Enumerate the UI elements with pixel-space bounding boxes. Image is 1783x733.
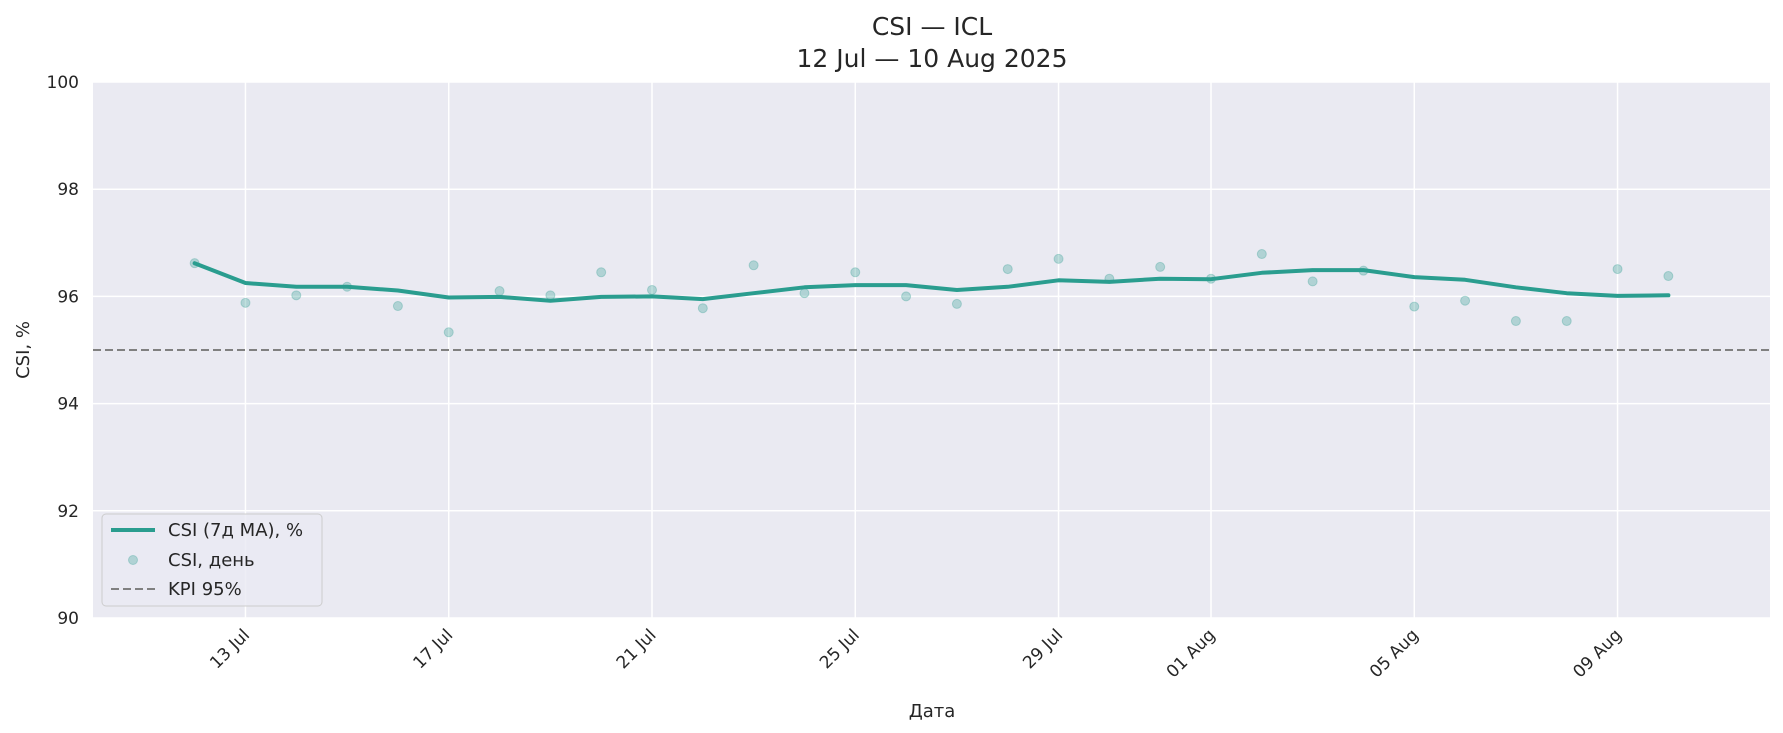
daily-point <box>1002 264 1013 275</box>
daily-point <box>291 290 302 301</box>
daily-point <box>1510 316 1521 327</box>
daily-point <box>1053 253 1064 264</box>
x-ticks: 13 Jul 17 Jul 21 Jul 25 Jul 29 Jul 01 Aug 05 A… <box>206 625 1626 682</box>
daily-point <box>748 260 759 271</box>
y-tick-label: 96 <box>57 287 79 307</box>
x-tick-label: 17 Jul <box>409 625 457 673</box>
daily-point <box>1460 295 1471 306</box>
x-tick-label: 01 Aug <box>1163 625 1220 682</box>
ma-line <box>192 261 1671 303</box>
daily-point <box>697 303 708 314</box>
daily-point <box>240 297 251 308</box>
daily-point <box>799 288 810 299</box>
daily-point <box>647 284 657 295</box>
x-tick-label: 09 Aug <box>1569 625 1626 682</box>
daily-point <box>443 327 454 338</box>
y-ticks: 90 92 94 96 98 100 <box>47 73 79 629</box>
y-tick-label: 100 <box>47 73 79 93</box>
legend: CSI (7д MA), % CSI, день KPI 95% <box>101 513 323 607</box>
daily-point <box>596 267 607 278</box>
y-tick-label: 98 <box>57 180 79 200</box>
chart-title: CSI — ICL <box>872 12 992 41</box>
x-axis-label: Дата <box>909 701 956 722</box>
y-tick-label: 92 <box>57 502 79 522</box>
legend-label-ma: CSI (7д MA), % <box>168 520 303 541</box>
daily-point <box>1561 316 1572 327</box>
legend-dot-swatch <box>128 555 138 565</box>
daily-point <box>392 301 403 312</box>
x-tick-label: 13 Jul <box>206 625 254 673</box>
y-tick-label: 90 <box>57 609 79 629</box>
y-tick-label: 94 <box>57 395 79 415</box>
plot-area <box>93 82 1770 618</box>
daily-point <box>1307 276 1318 287</box>
daily-point <box>1612 264 1623 275</box>
daily-point <box>1256 249 1267 260</box>
daily-point <box>1155 261 1166 272</box>
x-tick-label: 25 Jul <box>816 625 864 673</box>
x-tick-label: 29 Jul <box>1019 625 1067 673</box>
daily-point <box>951 298 962 309</box>
daily-point <box>901 291 912 302</box>
daily-point <box>1663 271 1674 282</box>
chart-subtitle: 12 Jul — 10 Aug 2025 <box>797 44 1068 73</box>
y-axis-label: CSI, % <box>13 321 34 379</box>
line-series <box>192 261 1671 303</box>
x-tick-label: 21 Jul <box>613 625 661 673</box>
daily-point <box>850 267 861 278</box>
legend-box <box>101 513 323 607</box>
daily-point <box>1409 301 1420 312</box>
daily-point <box>494 286 505 297</box>
legend-label-kpi: KPI 95% <box>168 579 242 600</box>
x-tick-label: 05 Aug <box>1366 625 1423 682</box>
legend-label-daily: CSI, день <box>168 550 255 571</box>
